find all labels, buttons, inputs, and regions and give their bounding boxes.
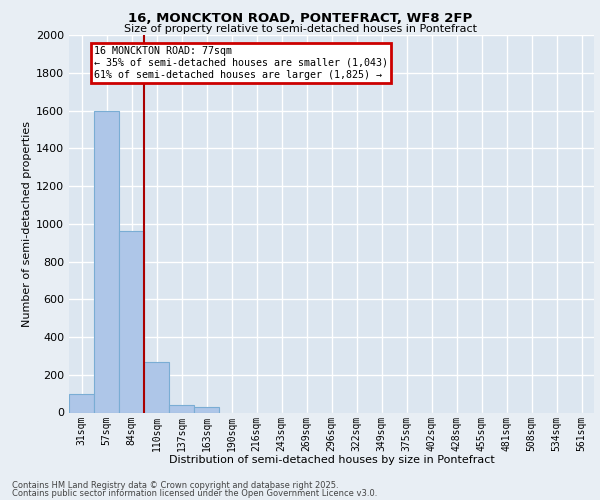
X-axis label: Distribution of semi-detached houses by size in Pontefract: Distribution of semi-detached houses by … — [169, 454, 494, 464]
Text: Contains public sector information licensed under the Open Government Licence v3: Contains public sector information licen… — [12, 488, 377, 498]
Bar — [119, 232, 144, 412]
Text: Contains HM Land Registry data © Crown copyright and database right 2025.: Contains HM Land Registry data © Crown c… — [12, 481, 338, 490]
Bar — [94, 110, 119, 412]
Text: Size of property relative to semi-detached houses in Pontefract: Size of property relative to semi-detach… — [124, 24, 476, 34]
Y-axis label: Number of semi-detached properties: Number of semi-detached properties — [22, 120, 32, 327]
Text: 16 MONCKTON ROAD: 77sqm
← 35% of semi-detached houses are smaller (1,043)
61% of: 16 MONCKTON ROAD: 77sqm ← 35% of semi-de… — [94, 46, 388, 80]
Bar — [144, 362, 169, 412]
Bar — [194, 407, 219, 412]
Bar — [69, 394, 94, 412]
Bar — [169, 405, 194, 412]
Text: 16, MONCKTON ROAD, PONTEFRACT, WF8 2FP: 16, MONCKTON ROAD, PONTEFRACT, WF8 2FP — [128, 12, 472, 26]
